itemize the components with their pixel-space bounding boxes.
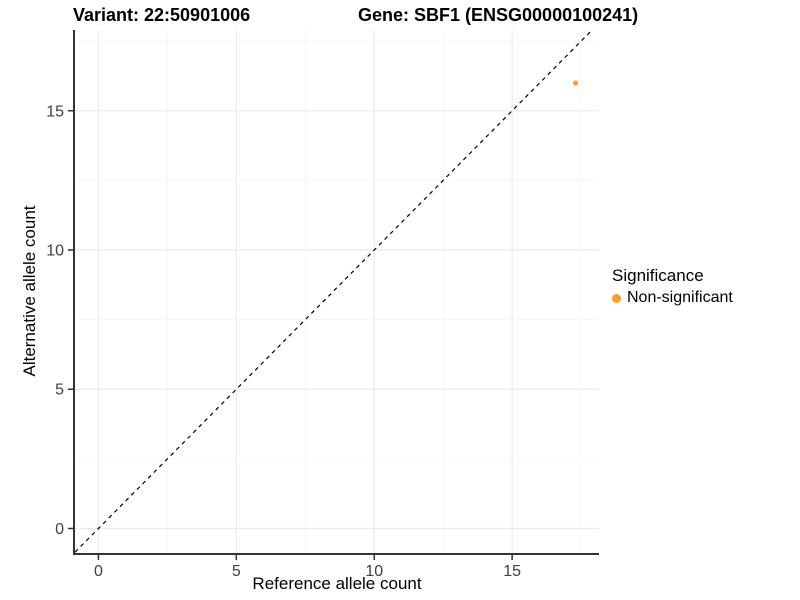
- legend: Significance Non-significant: [612, 266, 733, 307]
- legend-item: Non-significant: [612, 289, 733, 307]
- y-tick-label: 0: [55, 521, 64, 538]
- legend-item-label: Non-significant: [627, 289, 733, 306]
- y-axis-title: Alternative allele count: [20, 205, 39, 377]
- y-tick-label: 10: [46, 243, 64, 260]
- identity-reference-line: [74, 29, 593, 553]
- x-tick-label: 15: [503, 563, 521, 580]
- legend-point-icon: [612, 293, 621, 303]
- y-tick-label: 5: [55, 382, 64, 399]
- x-tick-label: 0: [94, 563, 103, 580]
- plot-title-variant: Variant: 22:50901006: [73, 5, 251, 25]
- y-tick-label: 15: [46, 103, 64, 120]
- x-tick-label: 5: [232, 563, 241, 580]
- x-axis-title: Reference allele count: [252, 574, 422, 593]
- data-point: [572, 80, 579, 86]
- x-tick-label: 10: [365, 563, 383, 580]
- plot-title-gene: Gene: SBF1 (ENSG00000100241): [358, 5, 639, 25]
- panel-background: [75, 30, 599, 553]
- legend-title: Significance: [612, 266, 704, 285]
